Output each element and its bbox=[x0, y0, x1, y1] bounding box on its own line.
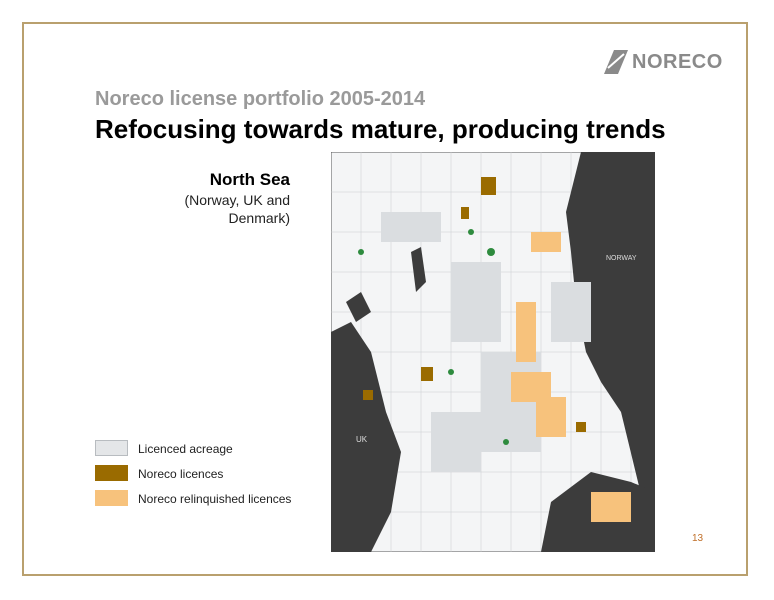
page-number: 13 bbox=[692, 533, 704, 544]
relinquished-licences bbox=[511, 232, 631, 522]
fields bbox=[358, 229, 509, 445]
legend-label: Noreco relinquished licences bbox=[138, 492, 292, 506]
legend-swatch bbox=[95, 440, 128, 456]
logo-icon bbox=[604, 50, 628, 74]
subtitle: Noreco license portfolio 2005-2014 bbox=[95, 88, 426, 110]
map-label: NORWAY bbox=[606, 255, 637, 262]
land-island bbox=[346, 292, 371, 322]
field bbox=[358, 249, 364, 255]
region-line: (Norway, UK and bbox=[184, 192, 290, 208]
legend-label: Noreco licences bbox=[138, 467, 224, 481]
legend-swatch bbox=[95, 465, 128, 481]
licence-block bbox=[421, 367, 433, 381]
land-norway bbox=[566, 152, 655, 552]
acreage-block bbox=[431, 412, 481, 472]
land-uk bbox=[331, 322, 401, 552]
relinquished-block bbox=[516, 302, 536, 362]
licence-block bbox=[363, 390, 373, 400]
legend-swatch bbox=[95, 490, 128, 506]
licence-block bbox=[481, 177, 496, 195]
field bbox=[468, 229, 474, 235]
slide-frame bbox=[22, 22, 748, 576]
map-label: UK bbox=[356, 435, 368, 444]
relinquished-block bbox=[536, 397, 566, 437]
legend-label: Licenced acreage bbox=[138, 442, 233, 456]
title: Refocusing towards mature, producing tre… bbox=[95, 114, 666, 144]
acreage-block bbox=[451, 262, 501, 342]
relinquished-block bbox=[531, 232, 561, 252]
field bbox=[448, 369, 454, 375]
logo: NORECO bbox=[604, 50, 722, 74]
logo-stripe bbox=[607, 53, 625, 69]
acreage-block bbox=[551, 282, 591, 342]
relinquished-block bbox=[591, 492, 631, 522]
land-shetland bbox=[411, 247, 426, 292]
noreco-licences bbox=[363, 177, 586, 432]
licence-block bbox=[576, 422, 586, 432]
field bbox=[503, 439, 509, 445]
licence-block bbox=[461, 207, 469, 219]
acreage-block bbox=[381, 212, 441, 242]
field bbox=[487, 248, 495, 256]
map: NORWAY UK bbox=[331, 152, 655, 552]
logo-text: NORECO bbox=[632, 51, 723, 73]
region-name: North Sea bbox=[209, 170, 290, 189]
region-line: Denmark) bbox=[228, 210, 290, 226]
